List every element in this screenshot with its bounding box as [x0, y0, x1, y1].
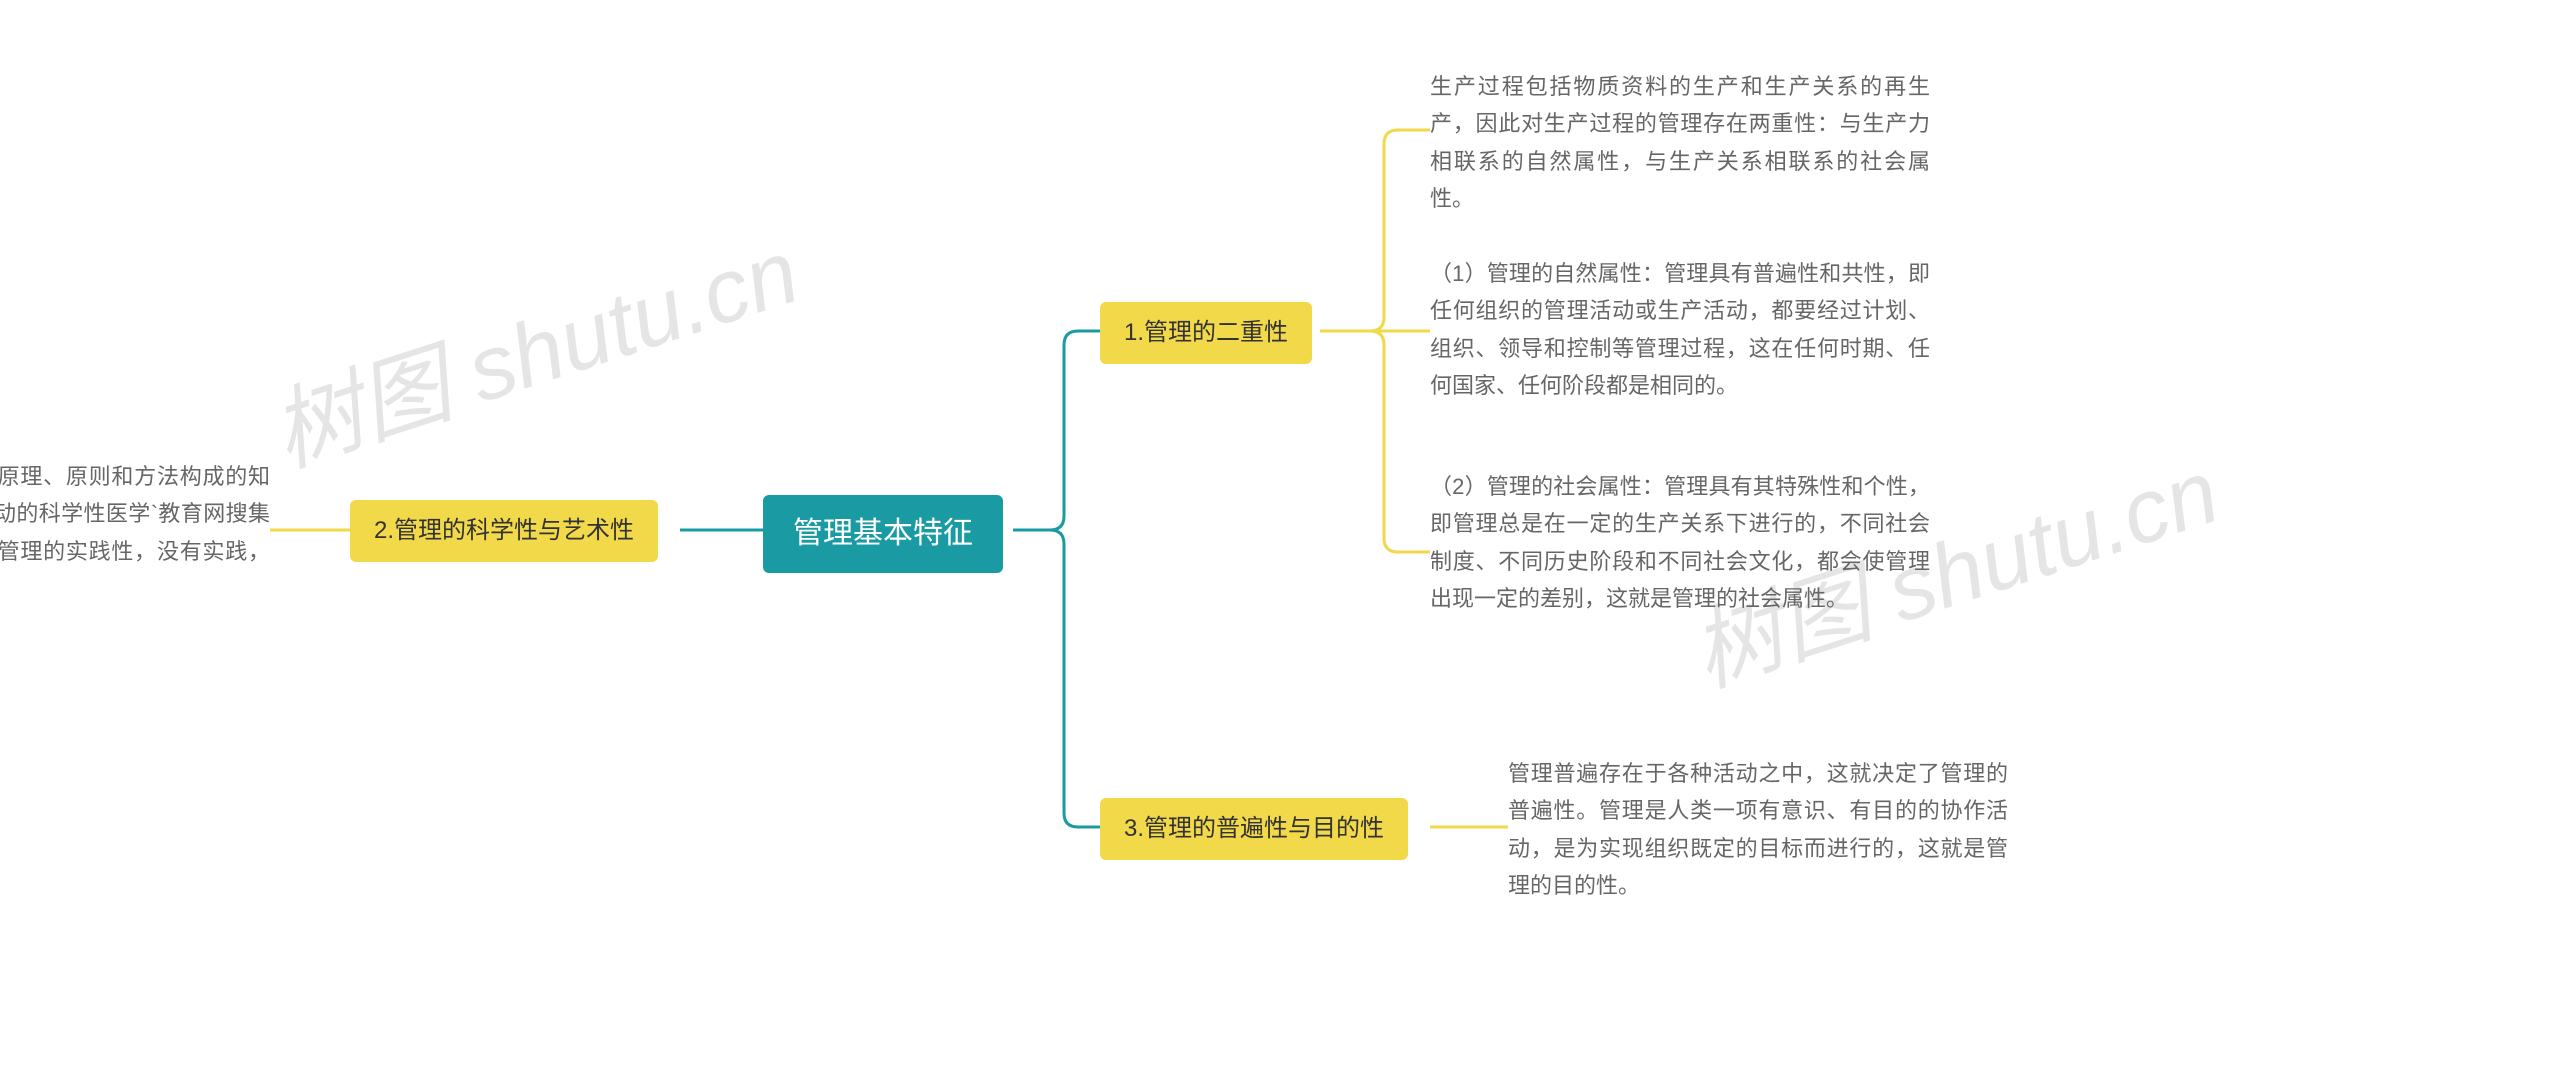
branch-duality[interactable]: 1.管理的二重性	[1100, 302, 1312, 364]
leaf-duality-natural: （1）管理的自然属性：管理具有普遍性和共性，即任何组织的管理活动或生产活动，都要…	[1430, 255, 1930, 405]
watermark-1: 树图 shutu.cn	[253, 199, 812, 491]
leaf-universality-text: 管理普遍存在于各种活动之中，这就决定了管理的普遍性。管理是人类一项有意识、有目的…	[1508, 755, 2008, 905]
leaf-science-art-text: 管理是由一系列概念、原理、原则和方法构成的知识体系，反映了管理活动的科学性医学`…	[0, 458, 270, 608]
root-node[interactable]: 管理基本特征	[763, 495, 1003, 573]
leaf-duality-intro: 生产过程包括物质资料的生产和生产关系的再生产，因此对生产过程的管理存在两重性：与…	[1430, 68, 1930, 218]
root-label: 管理基本特征	[793, 513, 973, 555]
branch-label: 2.管理的科学性与艺术性	[374, 514, 634, 548]
leaf-duality-social: （2）管理的社会属性：管理具有其特殊性和个性，即管理总是在一定的生产关系下进行的…	[1430, 468, 1930, 618]
branch-label: 1.管理的二重性	[1124, 316, 1288, 350]
branch-science-art[interactable]: 2.管理的科学性与艺术性	[350, 500, 658, 562]
branch-universality[interactable]: 3.管理的普遍性与目的性	[1100, 798, 1408, 860]
branch-label: 3.管理的普遍性与目的性	[1124, 812, 1384, 846]
